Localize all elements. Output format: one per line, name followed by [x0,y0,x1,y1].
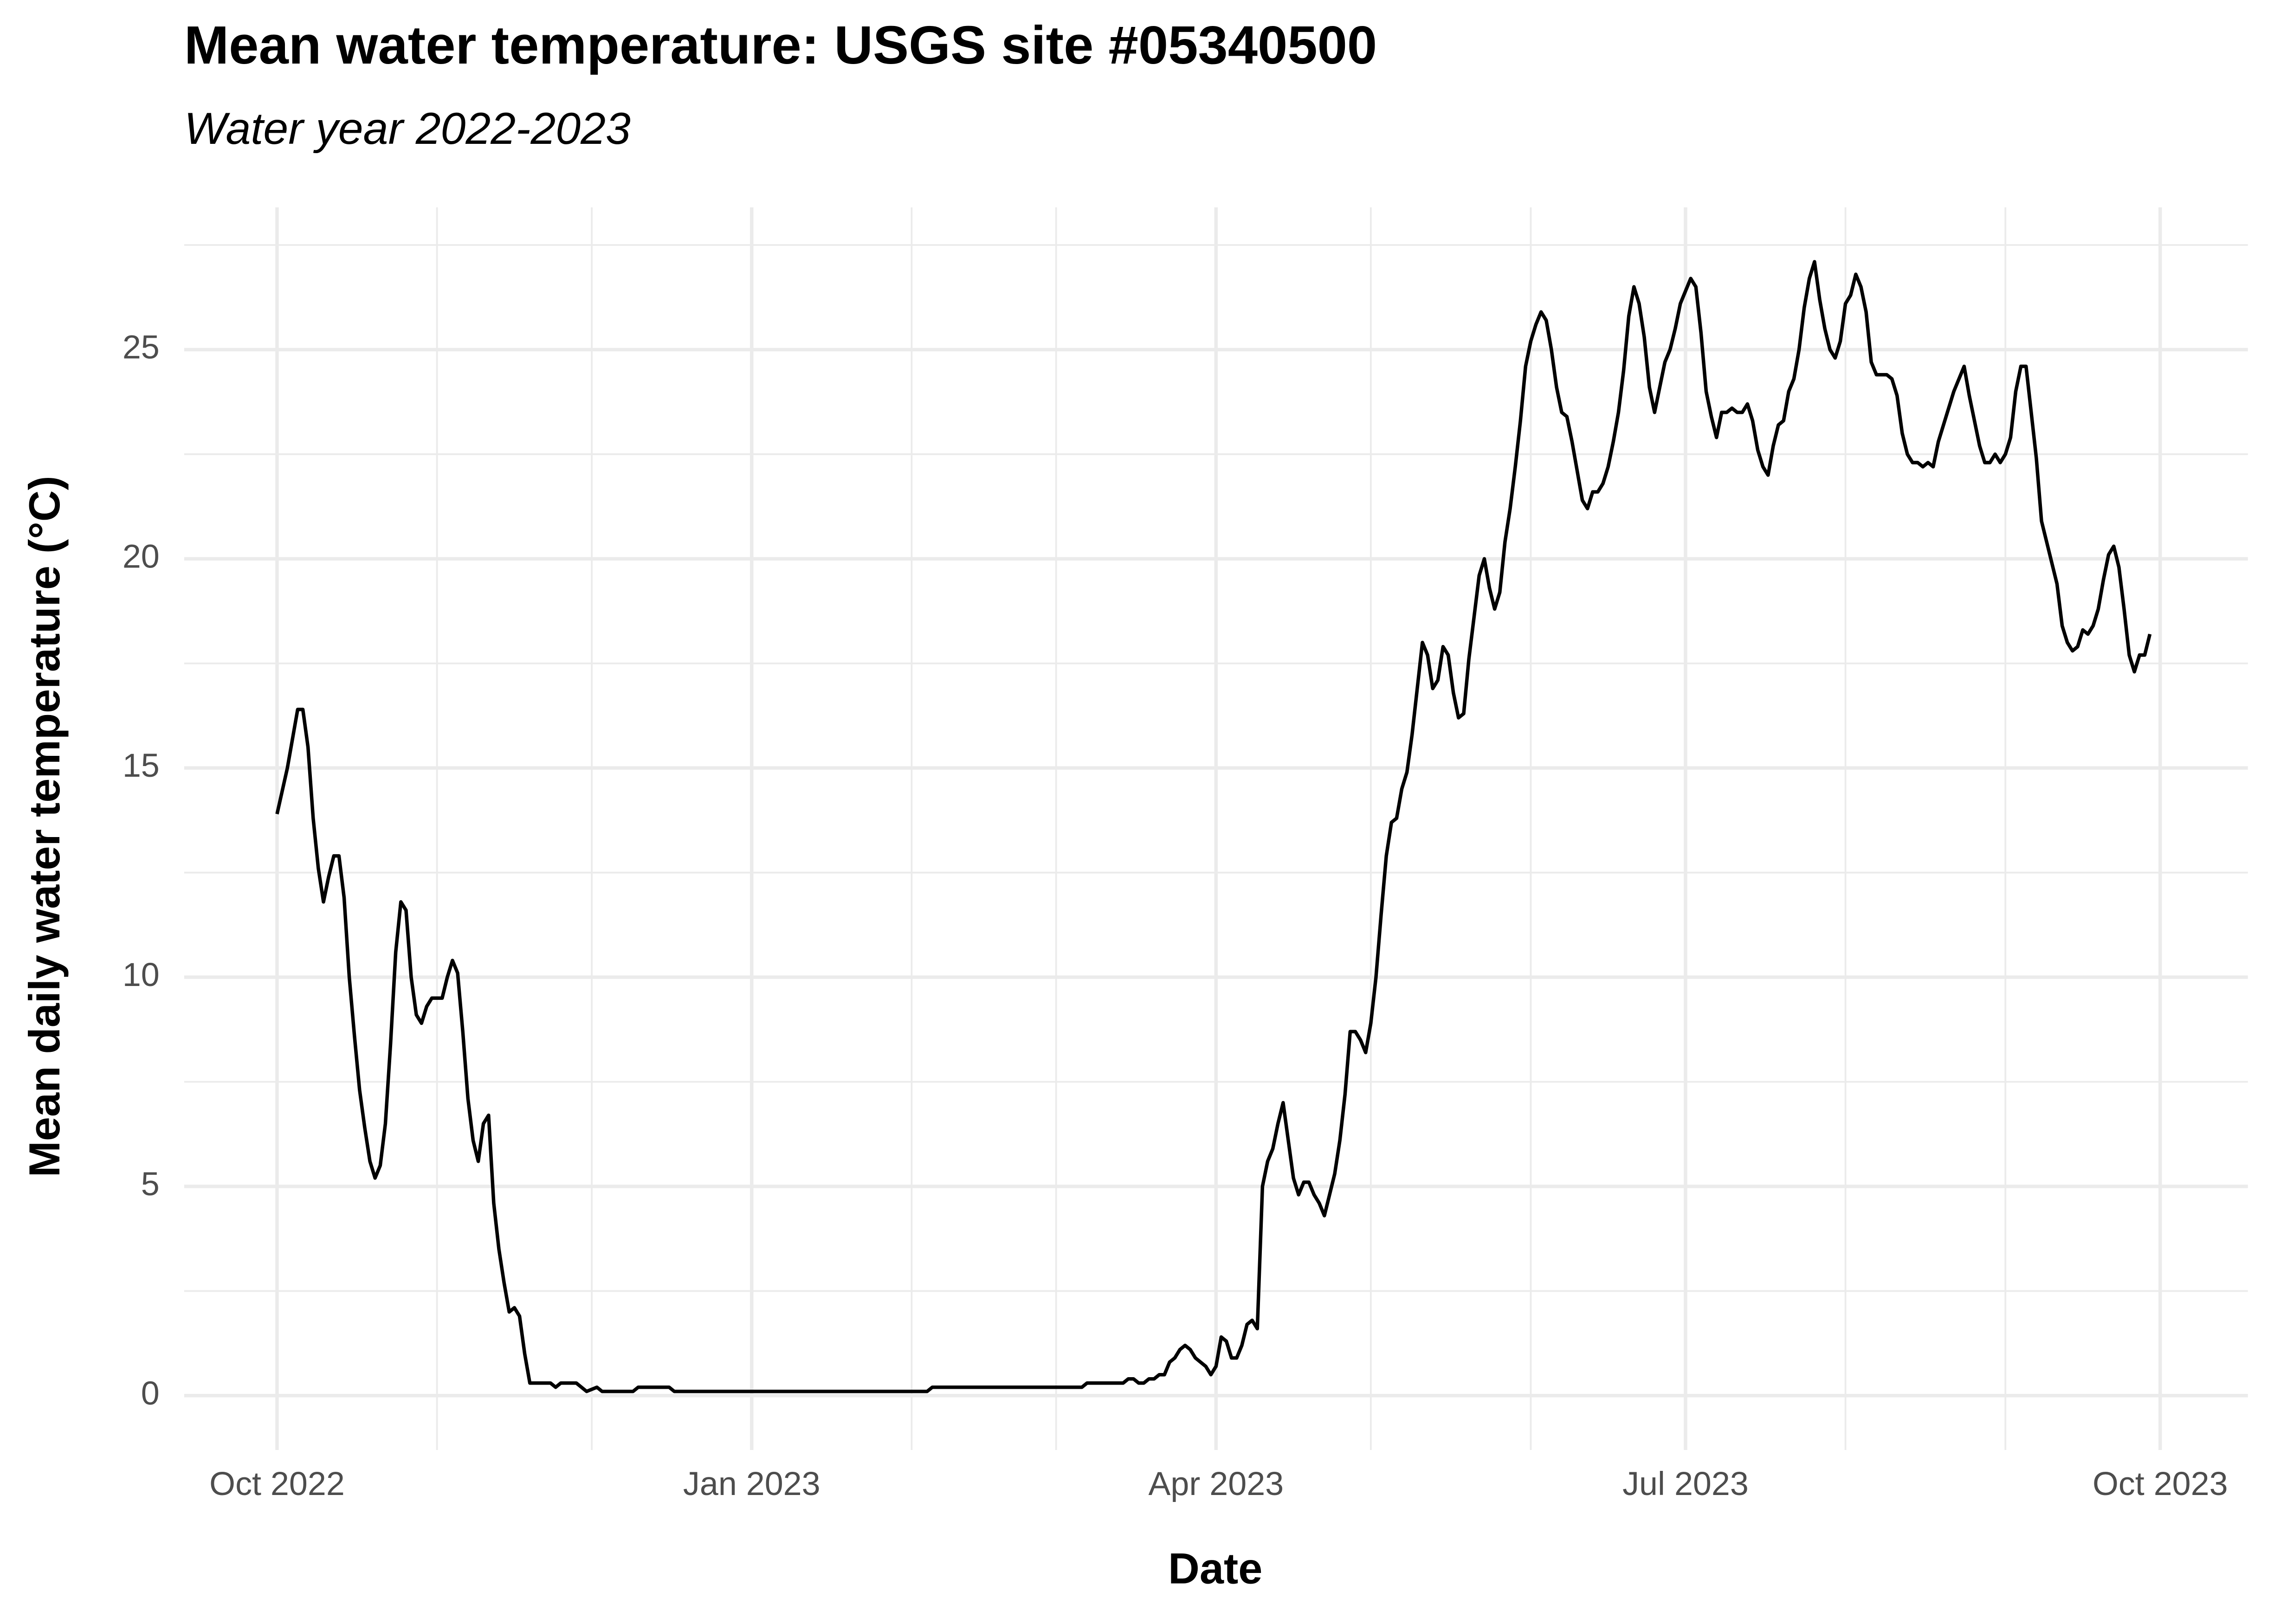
y-tick-label: 10 [123,956,160,993]
temperature-line [275,260,2152,1393]
x-tick-label: Jan 2023 [683,1465,820,1502]
x-axis-title: Date [1168,1544,1262,1592]
x-tick-label: Jul 2023 [1622,1465,1749,1502]
y-axis-title: Mean daily water temperature (°C) [20,476,69,1177]
x-tick-label: Oct 2023 [2093,1465,2228,1502]
y-tick-label: 5 [141,1166,160,1203]
y-tick-label: 15 [123,747,160,784]
x-tick-label: Oct 2022 [209,1465,345,1502]
y-tick-label: 20 [123,538,160,575]
plot-area [275,260,2152,1393]
y-tick-label: 0 [141,1375,160,1412]
grid [184,207,2248,1450]
y-tick-label: 25 [123,329,160,366]
x-tick-label: Apr 2023 [1148,1465,1284,1502]
chart-subtitle: Water year 2022-2023 [184,103,631,154]
chart-title: Mean water temperature: USGS site #05340… [184,15,1377,75]
